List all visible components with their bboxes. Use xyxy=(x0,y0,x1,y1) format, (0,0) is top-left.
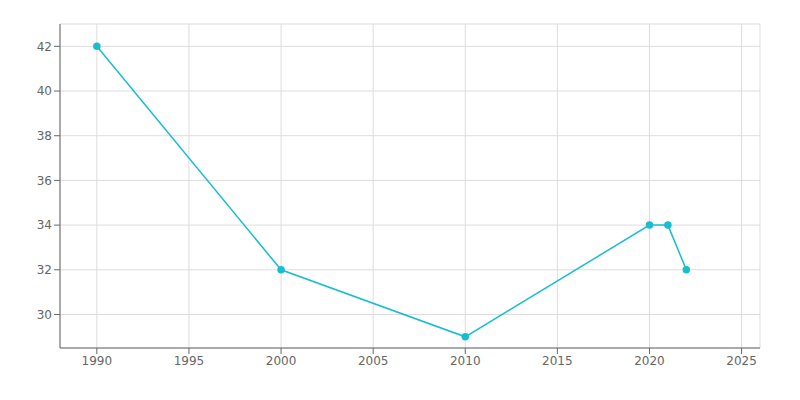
svg-text:2010: 2010 xyxy=(450,354,481,368)
svg-text:2005: 2005 xyxy=(358,354,389,368)
svg-text:34: 34 xyxy=(37,218,52,232)
svg-text:40: 40 xyxy=(37,84,52,98)
svg-text:32: 32 xyxy=(37,263,52,277)
svg-text:2020: 2020 xyxy=(634,354,665,368)
svg-text:38: 38 xyxy=(37,129,52,143)
svg-text:2015: 2015 xyxy=(542,354,573,368)
svg-text:1990: 1990 xyxy=(82,354,113,368)
svg-text:30: 30 xyxy=(37,308,52,322)
svg-text:2025: 2025 xyxy=(726,354,757,368)
svg-text:1995: 1995 xyxy=(174,354,205,368)
svg-text:2000: 2000 xyxy=(266,354,297,368)
svg-text:42: 42 xyxy=(37,40,52,54)
svg-text:36: 36 xyxy=(37,174,52,188)
